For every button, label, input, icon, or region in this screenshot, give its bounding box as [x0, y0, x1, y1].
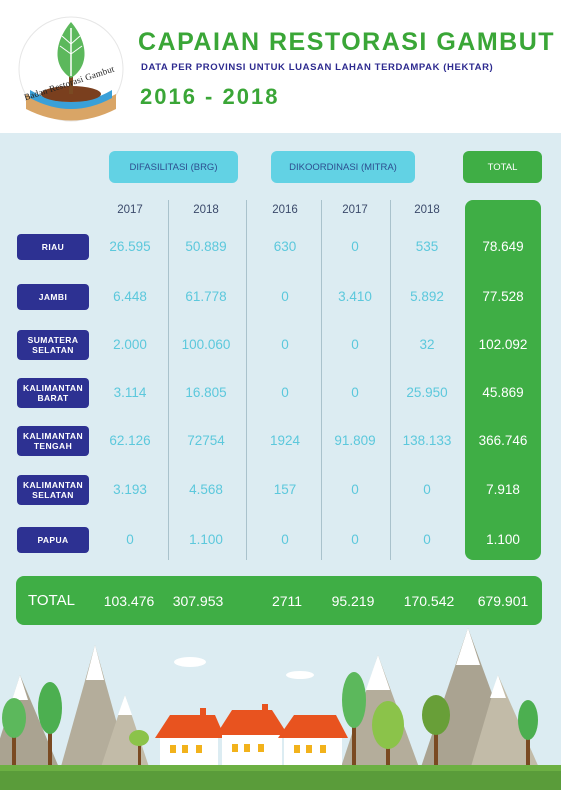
table-cell: 72754	[187, 433, 225, 448]
row-total-value: 78.649	[482, 239, 524, 254]
province-label: SUMATERA SELATAN	[17, 330, 89, 360]
total-value: 679.901	[477, 593, 529, 609]
total-column	[465, 200, 541, 560]
table-cell: 91.809	[334, 433, 376, 448]
table-cell: 4.568	[189, 482, 223, 497]
year-label: 2018	[414, 204, 440, 216]
column-divider	[321, 200, 322, 560]
table-cell: 0	[351, 385, 359, 400]
table-cell: 0	[423, 482, 431, 497]
table-cell: 0	[351, 239, 359, 254]
row-total-value: 45.869	[482, 385, 524, 400]
row-total-value: 102.092	[478, 337, 528, 352]
brg-logo	[18, 16, 124, 122]
total-value: 103.476	[103, 593, 155, 609]
table-cell: 3.193	[113, 482, 147, 497]
table-cell: 2.000	[113, 337, 147, 352]
table-cell: 0	[423, 532, 431, 547]
province-label: KALIMANTAN BARAT	[17, 378, 89, 408]
column-group-total: TOTAL	[463, 151, 542, 183]
table-cell: 62.126	[109, 433, 151, 448]
page-title: CAPAIAN RESTORASI GAMBUT	[138, 28, 556, 56]
column-divider	[246, 200, 247, 560]
table-cell: 0	[351, 482, 359, 497]
header: Badan Restorasi Gambut CAPAIAN RESTORASI…	[0, 0, 561, 133]
table-cell: 0	[281, 289, 289, 304]
table-cell: 5.892	[410, 289, 444, 304]
table-cell: 26.595	[109, 239, 151, 254]
table-cell: 630	[273, 239, 297, 254]
row-total-value: 366.746	[478, 433, 528, 448]
table-cell: 6.448	[113, 289, 147, 304]
page-subtitle: DATA PER PROVINSI UNTUK LUASAN LAHAN TER…	[141, 62, 494, 73]
column-group-brg: DIFASILITASI (BRG)	[109, 151, 238, 183]
row-total-value: 77.528	[482, 289, 524, 304]
table-cell: 138.133	[402, 433, 452, 448]
table-cell: 0	[126, 532, 134, 547]
column-group-mitra: DIKOORDINASI (MITRA)	[271, 151, 415, 183]
province-label: JAMBI	[17, 284, 89, 310]
total-bar	[16, 576, 542, 625]
total-value: 170.542	[403, 593, 455, 609]
column-divider	[168, 200, 169, 560]
table-cell: 25.950	[406, 385, 448, 400]
province-label: RIAU	[17, 234, 89, 260]
table-cell: 3.114	[113, 385, 147, 400]
row-total-value: 1.100	[486, 532, 520, 547]
table-cell: 3.410	[338, 289, 372, 304]
table-cell: 16.805	[185, 385, 227, 400]
total-value: 2711	[271, 593, 303, 609]
year-label: 2016	[272, 204, 298, 216]
year-label: 2017	[117, 204, 143, 216]
table-cell: 0	[281, 532, 289, 547]
table-cell: 1.100	[189, 532, 223, 547]
table-cell: 50.889	[185, 239, 227, 254]
table-cell: 0	[351, 532, 359, 547]
province-label: KALIMANTAN TENGAH	[17, 426, 89, 456]
table-cell: 157	[273, 482, 297, 497]
table-cell: 100.060	[181, 337, 231, 352]
table-cell: 0	[281, 337, 289, 352]
row-total-value: 7.918	[486, 482, 520, 497]
landscape-illustration	[0, 628, 561, 790]
year-label: 2018	[193, 204, 219, 216]
table-cell: 0	[281, 385, 289, 400]
year-range: 2016 - 2018	[140, 84, 280, 109]
column-divider	[390, 200, 391, 560]
table-cell: 32	[419, 337, 435, 352]
table-cell: 1924	[269, 433, 301, 448]
year-label: 2017	[342, 204, 368, 216]
table-cell: 61.778	[185, 289, 227, 304]
table-cell: 535	[415, 239, 439, 254]
province-label: PAPUA	[17, 527, 89, 553]
province-label: KALIMANTAN SELATAN	[17, 475, 89, 505]
total-value: 307.953	[172, 593, 224, 609]
total-label: TOTAL	[28, 592, 75, 609]
total-value: 95.219	[331, 593, 375, 609]
table-cell: 0	[351, 337, 359, 352]
